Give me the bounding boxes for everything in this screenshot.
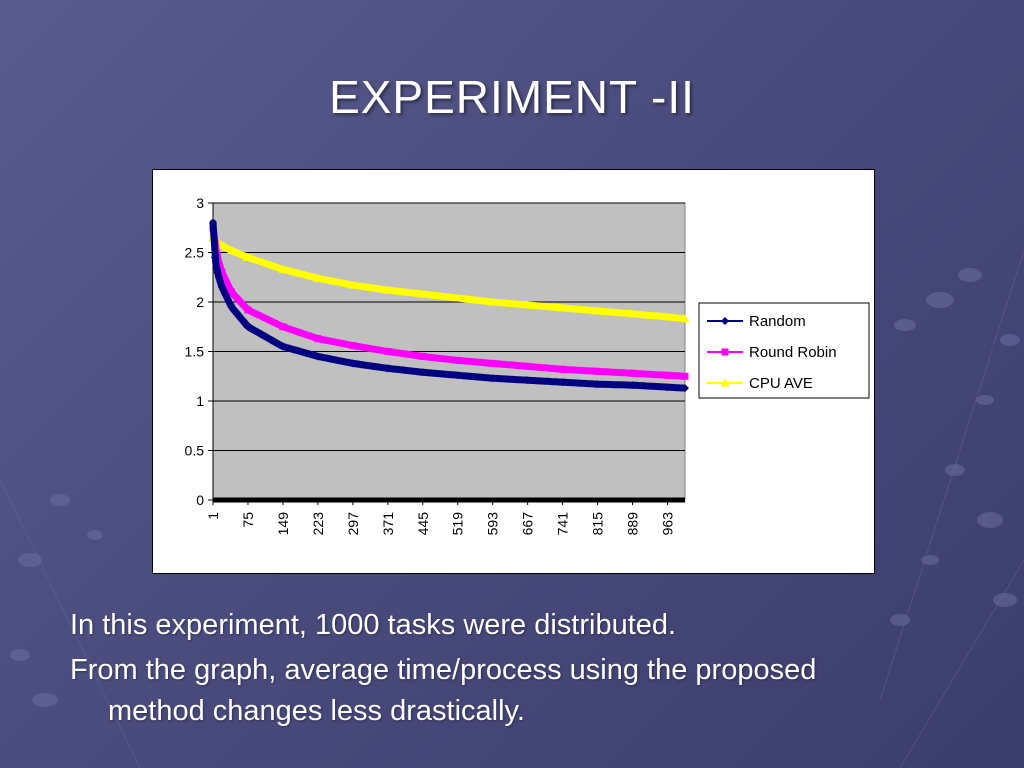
data-point-cpu-ave — [226, 246, 236, 255]
data-point-random — [348, 359, 357, 368]
legend-label-random: Random — [749, 313, 806, 330]
data-point-round-robin — [559, 365, 567, 373]
data-point-round-robin — [681, 372, 689, 380]
data-point-cpu-ave — [348, 280, 358, 289]
data-point-random — [217, 283, 226, 292]
data-point-cpu-ave — [593, 306, 603, 315]
bullet-text: In this experiment, 1000 tasks were dist… — [70, 609, 677, 641]
data-point-random — [593, 380, 602, 389]
data-point-cpu-ave — [488, 297, 498, 306]
bullet-text: From the graph, average time/process usi… — [70, 654, 817, 686]
bullet-item: From the graph, average time/process usi… — [70, 650, 970, 732]
legend-label-round-robin: Round Robin — [749, 344, 837, 361]
y-tick-label: 1 — [196, 393, 204, 409]
data-point-round-robin — [218, 268, 226, 276]
data-point-cpu-ave — [680, 314, 690, 323]
data-point-random — [453, 371, 462, 380]
series-line-round-robin — [209, 224, 688, 380]
data-point-round-robin — [227, 288, 235, 296]
data-point-cpu-ave — [663, 312, 673, 321]
x-tick-label: 1 — [205, 512, 221, 520]
data-point-cpu-ave — [217, 241, 227, 250]
data-point-round-robin — [629, 369, 637, 377]
data-point-round-robin — [524, 362, 532, 370]
x-tick-label: 889 — [625, 512, 641, 536]
y-tick-label: 1.5 — [185, 344, 205, 360]
data-point-cpu-ave — [523, 300, 533, 309]
data-point-cpu-ave — [418, 289, 428, 298]
data-point-random — [628, 381, 637, 390]
data-point-random — [243, 322, 252, 331]
data-point-round-robin — [419, 352, 427, 360]
bullet-list: In this experiment, 1000 tasks were dist… — [70, 605, 970, 736]
data-point-random — [558, 378, 567, 387]
data-point-cpu-ave — [243, 252, 253, 261]
x-tick-label: 75 — [240, 512, 256, 528]
x-tick-label: 963 — [660, 512, 676, 536]
data-point-round-robin — [454, 356, 462, 364]
legend-marker-random — [721, 317, 729, 325]
x-tick-label: 371 — [380, 512, 396, 536]
x-tick-label: 815 — [590, 512, 606, 536]
data-point-random — [418, 368, 427, 377]
legend-marker-round-robin — [721, 348, 729, 356]
series-line-cpu-ave — [209, 234, 688, 323]
x-tick-label: 445 — [415, 512, 431, 536]
y-tick-label: 2 — [196, 294, 204, 310]
data-point-round-robin — [664, 371, 672, 379]
data-point-cpu-ave — [558, 303, 568, 312]
data-point-random — [313, 352, 322, 361]
bullet-item: In this experiment, 1000 tasks were dist… — [70, 605, 970, 646]
x-tick-label: 297 — [345, 512, 361, 536]
series-line-random — [209, 219, 688, 392]
legend-label-cpu-ave: CPU AVE — [749, 375, 813, 392]
data-point-random — [383, 364, 392, 373]
data-point-round-robin — [279, 323, 287, 331]
y-tick-label: 0 — [196, 492, 204, 508]
data-point-round-robin — [314, 335, 322, 343]
data-point-round-robin — [244, 306, 252, 314]
data-point-random — [278, 342, 287, 351]
x-tick-label: 741 — [555, 512, 571, 536]
data-point-round-robin — [384, 348, 392, 355]
x-tick-label: 519 — [450, 512, 466, 536]
data-point-cpu-ave — [453, 293, 463, 302]
data-point-random — [488, 374, 497, 383]
data-point-random — [210, 253, 219, 262]
chart-container: 0 0.5 1 1.5 2 2.5 3 1 75 149 223 297 371 445 519 593 667… — [152, 169, 875, 574]
data-point-cpu-ave — [313, 273, 323, 282]
data-point-random — [681, 384, 689, 393]
y-tick-label: 2.5 — [185, 245, 205, 261]
x-tick-label: 593 — [485, 512, 501, 536]
data-point-random — [213, 268, 222, 277]
y-tick-label: 3 — [196, 195, 204, 211]
data-point-round-robin — [489, 359, 497, 367]
data-point-random — [227, 302, 236, 311]
data-point-random — [663, 383, 672, 392]
data-point-cpu-ave — [278, 264, 288, 273]
legend-marker-cpu-ave — [720, 378, 730, 387]
data-point-random — [523, 376, 532, 385]
x-tick-label: 667 — [520, 512, 536, 536]
data-point-round-robin — [349, 342, 357, 350]
data-point-cpu-ave — [628, 309, 638, 318]
bullet-text-continuation: method changes less drastically. — [108, 695, 525, 727]
slide-title: EXPERIMENT -II — [329, 71, 695, 123]
x-tick-label: 149 — [275, 512, 291, 536]
data-point-round-robin — [594, 367, 602, 375]
y-tick-label: 0.5 — [185, 443, 205, 459]
data-point-cpu-ave — [383, 285, 393, 294]
x-tick-label: 223 — [310, 512, 326, 536]
line-chart: 0 0.5 1 1.5 2 2.5 3 1 75 149 223 297 371 445 519 593 667… — [185, 195, 870, 536]
data-point-random — [209, 218, 217, 227]
